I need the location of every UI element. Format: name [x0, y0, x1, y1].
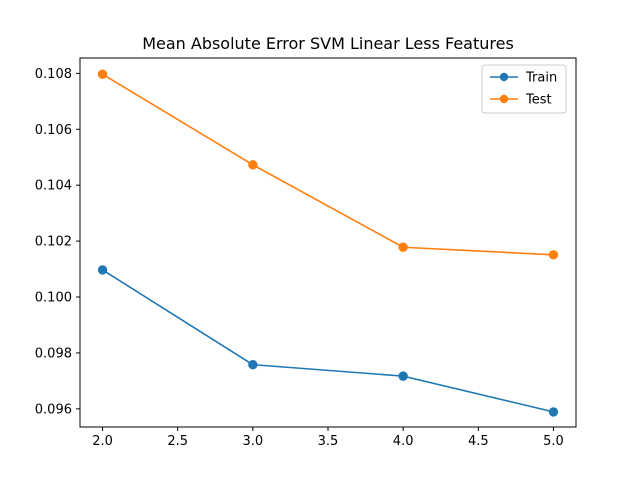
y-tick-label: 0.106 — [35, 123, 72, 138]
y-tick-label: 0.096 — [35, 402, 72, 417]
data-point-train — [548, 407, 559, 417]
legend-label-train: Train — [525, 71, 557, 86]
data-point-train — [398, 371, 408, 381]
y-tick-label: 0.098 — [35, 346, 72, 361]
x-tick-label: 4.0 — [393, 434, 414, 449]
x-tick-label: 2.0 — [92, 434, 113, 449]
data-point-train — [248, 359, 258, 370]
data-point-test — [398, 242, 408, 252]
plot-area: 2.0 2.5 3.0 3.5 4.0 4.5 5.0 0.096 0.098 0.100 0.10… — [35, 57, 577, 449]
x-tick-label: 2.5 — [167, 434, 188, 449]
legend-marker-train — [499, 72, 509, 82]
x-tick-label: 5.0 — [543, 434, 564, 449]
data-point-test — [548, 250, 559, 260]
y-tick-label: 0.102 — [35, 235, 72, 250]
series-line-test — [102, 73, 554, 256]
series-line-train — [102, 269, 554, 413]
y-tick-label: 0.108 — [35, 67, 72, 82]
data-point-train — [97, 265, 108, 275]
x-tick-label: 3.0 — [243, 434, 264, 449]
data-point-test — [248, 160, 258, 170]
legend: Train Test — [481, 64, 567, 114]
legend-label-test: Test — [525, 93, 552, 108]
x-tick-label: 3.5 — [318, 434, 339, 449]
legend-marker-test — [499, 94, 509, 104]
y-tick-label: 0.104 — [35, 179, 72, 194]
data-point-test — [97, 69, 108, 79]
x-tick-label: 4.5 — [468, 434, 489, 449]
y-tick-label: 0.100 — [35, 291, 72, 306]
chart-title: Mean Absolute Error SVM Linear Less Feat… — [142, 34, 514, 53]
